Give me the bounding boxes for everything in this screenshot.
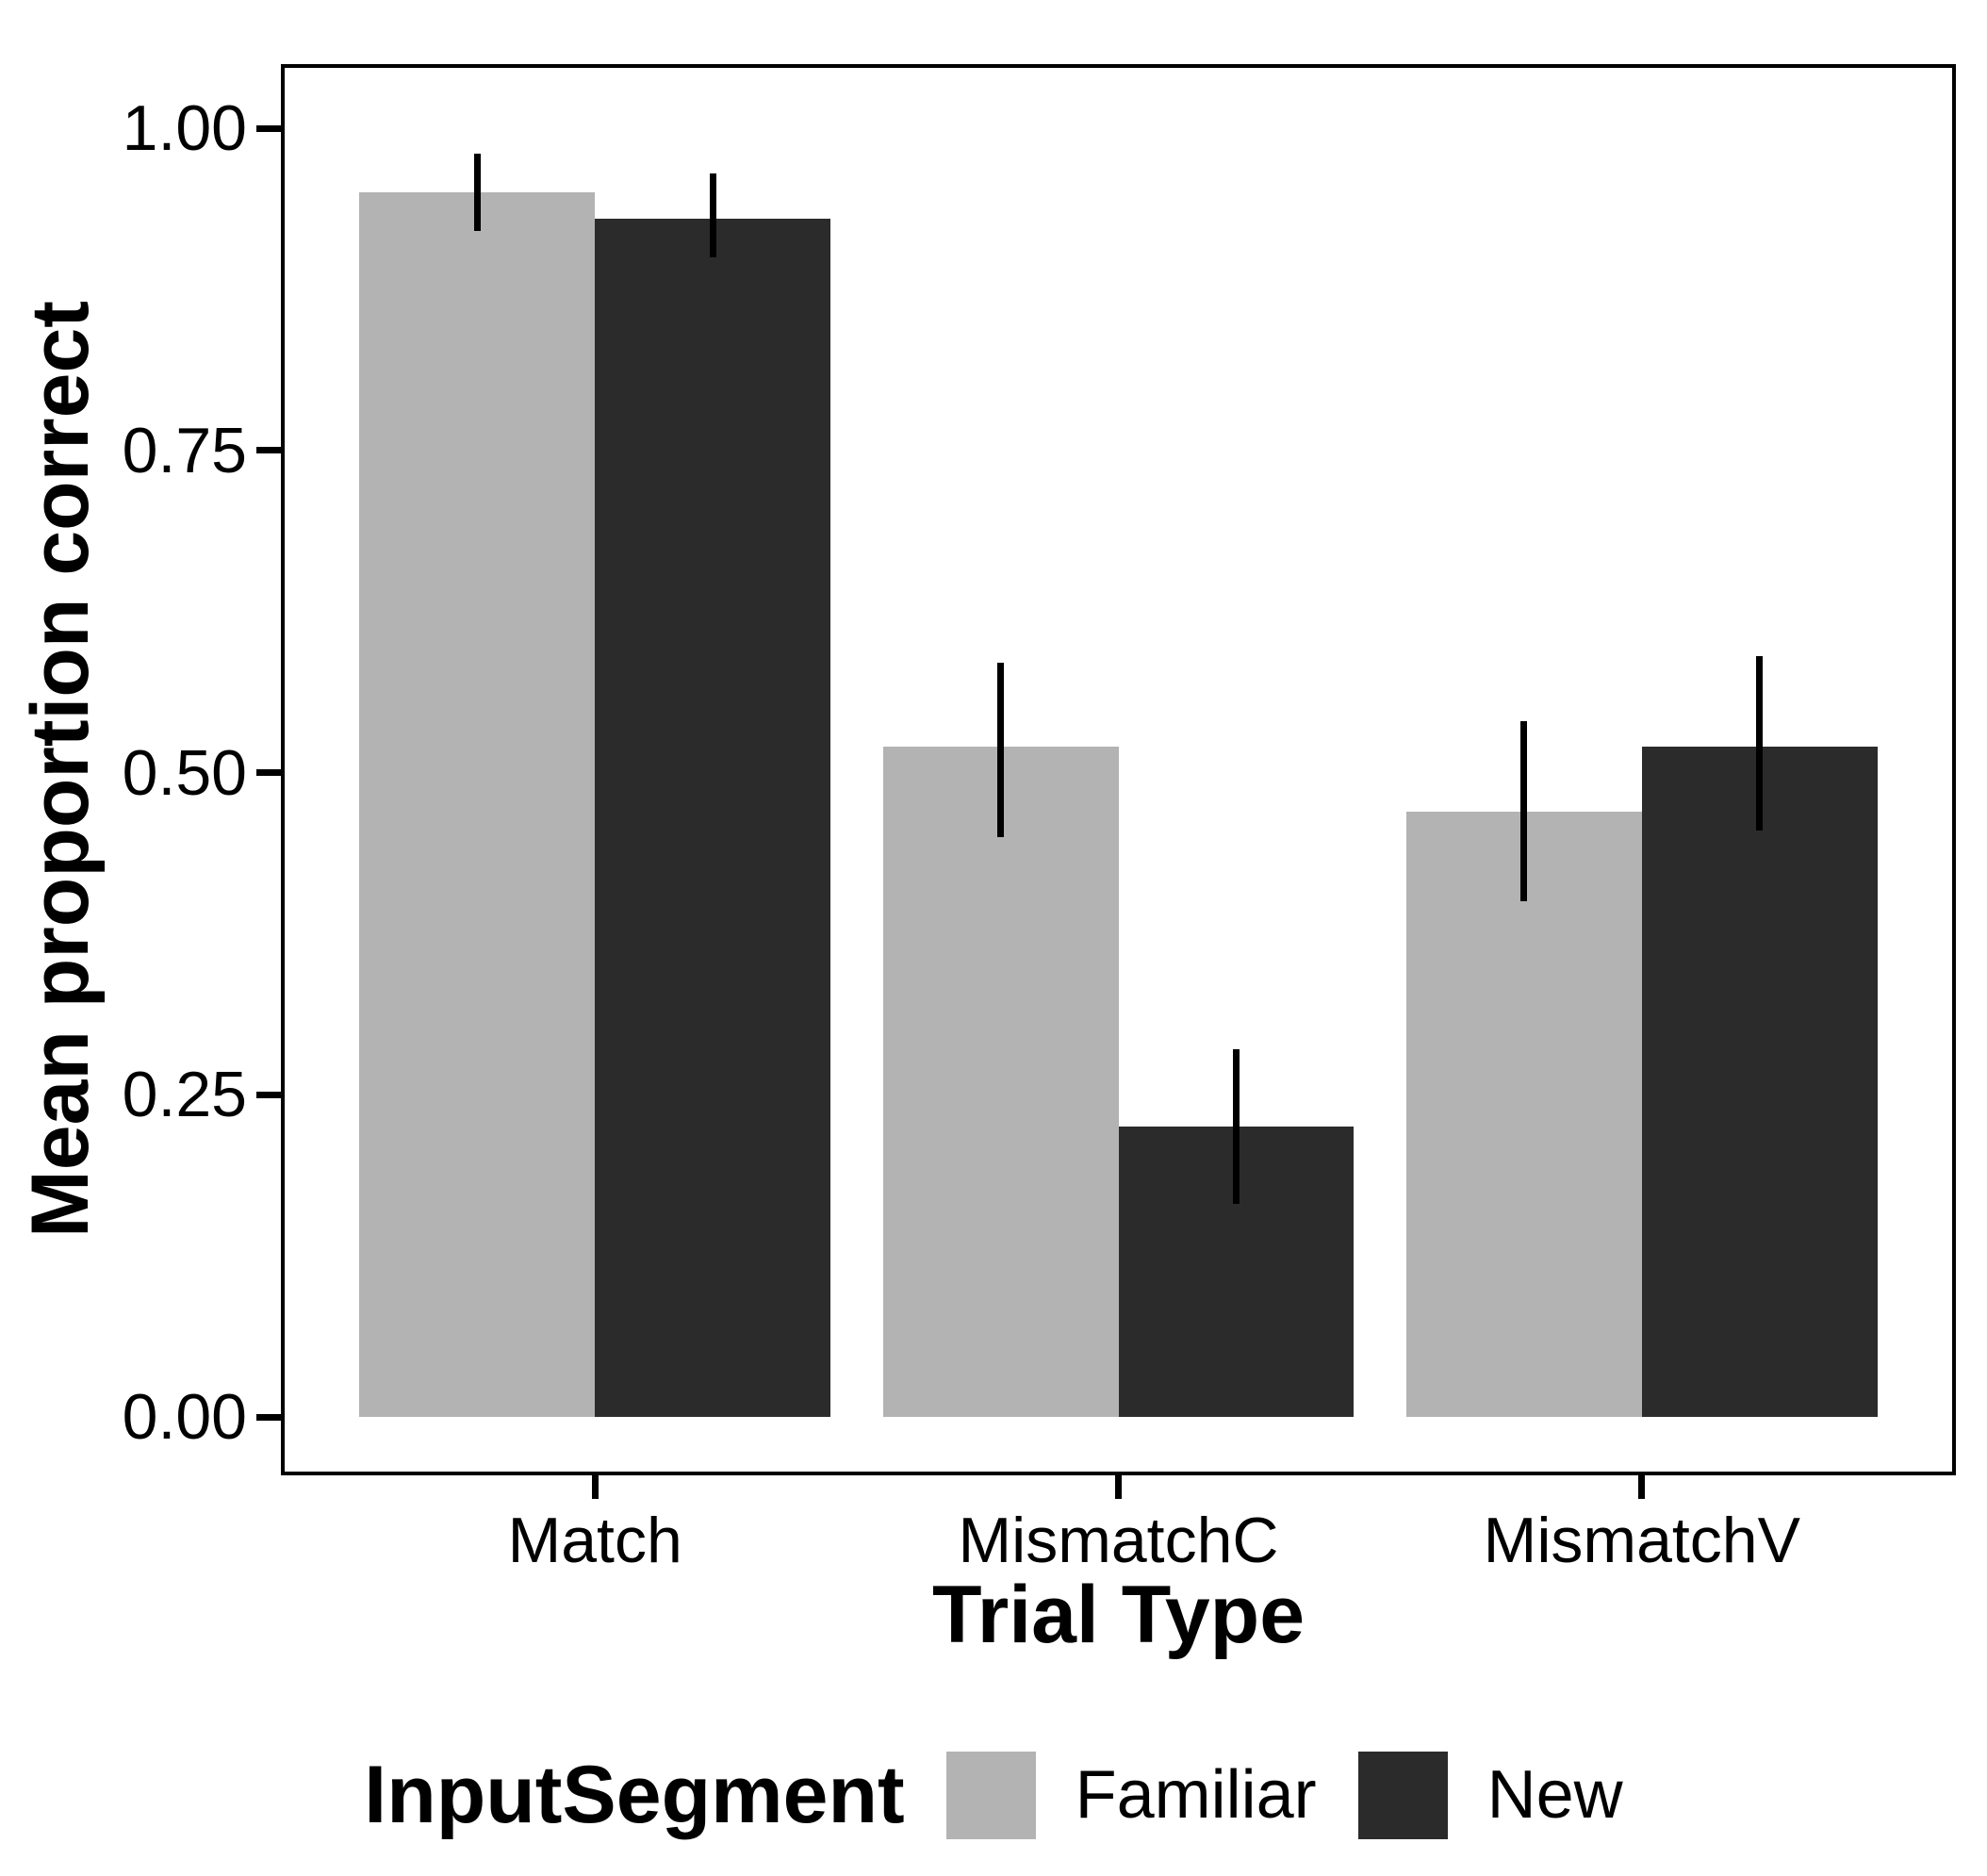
x-tick-label: Match xyxy=(507,1505,682,1576)
bar-match-familiar xyxy=(359,192,596,1417)
error-bar-mismatchc-new xyxy=(1232,1049,1240,1205)
error-bar-mismatchc-familiar xyxy=(997,663,1005,837)
y-tick-label: 0.50 xyxy=(122,736,247,809)
legend-item-new: New xyxy=(1357,1751,1623,1840)
error-bar-mismatchv-familiar xyxy=(1520,720,1528,902)
legend-swatch-familiar xyxy=(945,1751,1036,1839)
x-tick-mark xyxy=(591,1475,599,1499)
x-tick-mark xyxy=(1115,1475,1122,1499)
y-tick-mark xyxy=(256,1413,281,1421)
bar-mismatchv-new xyxy=(1641,747,1878,1417)
legend-title: InputSegment xyxy=(364,1750,905,1840)
legend: InputSegment Familiar New xyxy=(0,1739,1987,1851)
y-tick-mark xyxy=(256,447,281,454)
bar-match-new xyxy=(595,218,831,1417)
x-tick-label: MismatchC xyxy=(958,1505,1279,1576)
y-tick-label: 0.25 xyxy=(122,1059,247,1131)
y-tick-mark xyxy=(256,124,281,132)
legend-label-new: New xyxy=(1486,1756,1623,1833)
legend-swatch-new xyxy=(1357,1751,1448,1839)
legend-item-familiar: Familiar xyxy=(945,1751,1317,1840)
x-tick-label: MismatchV xyxy=(1483,1505,1800,1576)
y-tick-label: 0.00 xyxy=(122,1381,247,1453)
y-tick-mark xyxy=(256,1091,281,1098)
legend-label-familiar: Familiar xyxy=(1075,1756,1317,1833)
y-tick-label: 1.00 xyxy=(122,92,247,164)
bar-mismatchv-familiar xyxy=(1405,811,1642,1417)
error-bar-match-new xyxy=(709,173,716,257)
y-tick-label: 0.75 xyxy=(122,414,247,486)
bar-mismatchc-familiar xyxy=(882,747,1119,1417)
error-bar-mismatchv-new xyxy=(1756,656,1764,831)
error-bar-match-familiar xyxy=(473,154,481,232)
y-tick-mark xyxy=(256,769,281,776)
x-tick-mark xyxy=(1638,1475,1646,1499)
x-axis-title: Trial Type xyxy=(931,1570,1306,1660)
